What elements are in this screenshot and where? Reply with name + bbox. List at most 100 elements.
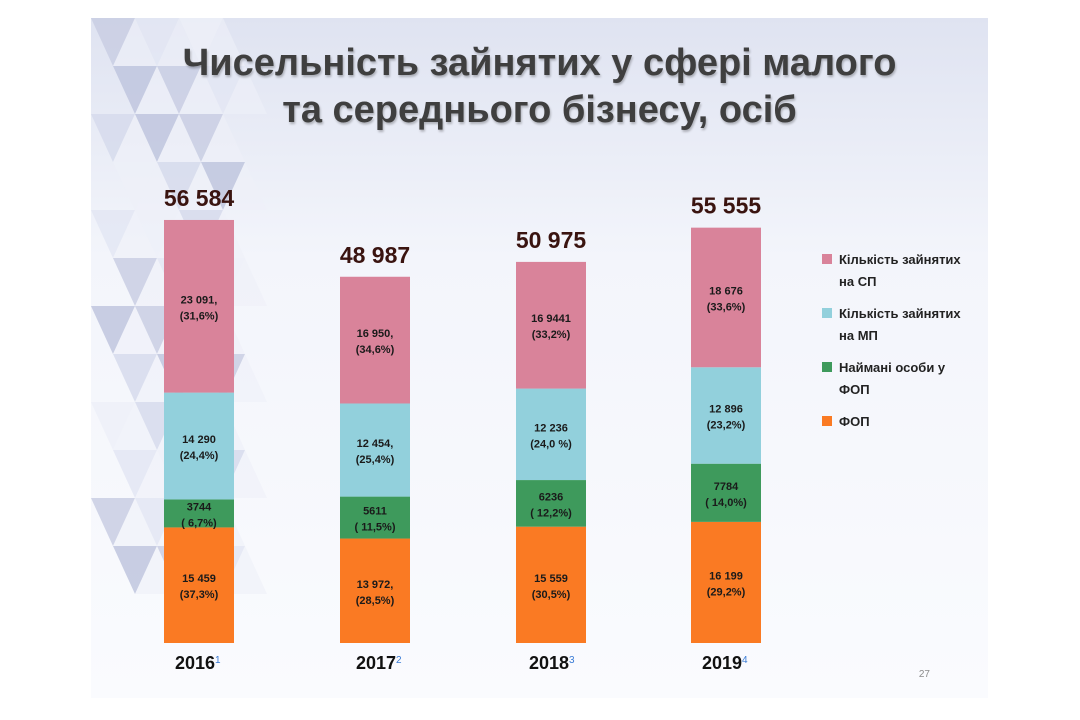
- total-label: 55 555: [691, 193, 762, 219]
- background-pattern-triangle: [91, 402, 135, 450]
- background-pattern-triangle: [113, 402, 157, 450]
- total-label: 56 584: [164, 185, 235, 211]
- background-pattern-triangle: [91, 306, 135, 354]
- footnote-mark: 2: [396, 655, 402, 666]
- background-pattern-triangle: [91, 114, 135, 162]
- bar-segment: [516, 526, 586, 643]
- background-pattern-triangle: [113, 306, 157, 354]
- bar-segment: [340, 496, 410, 539]
- background-pattern-triangle: [113, 162, 157, 210]
- legend-swatch: [822, 362, 832, 372]
- background-pattern-triangle: [179, 114, 223, 162]
- background-pattern-triangle: [113, 66, 157, 114]
- bar-segment: [516, 480, 586, 527]
- data-label: ( 12,2%): [530, 507, 572, 519]
- background-pattern-triangle: [201, 114, 245, 162]
- legend-label: ФОП: [839, 382, 870, 397]
- footnote-mark: 1: [215, 655, 221, 666]
- background-pattern-triangle: [157, 114, 201, 162]
- data-label: 5611: [363, 506, 387, 518]
- background-pattern-triangle: [91, 18, 135, 66]
- data-label: 16 9441: [531, 313, 571, 325]
- data-label: (25,4%): [356, 454, 395, 466]
- data-label: 23 091,: [181, 294, 218, 306]
- legend-swatch: [822, 416, 832, 426]
- legend-label: Наймані особи у: [839, 360, 946, 375]
- x-tick-label: 2018: [529, 653, 569, 673]
- data-label: 6236: [539, 491, 563, 503]
- x-tick-label: 2017: [356, 653, 396, 673]
- data-label: 16 199: [709, 570, 743, 582]
- page-number: 27: [918, 669, 930, 680]
- data-label: (33,6%): [707, 301, 746, 313]
- background-pattern-triangle: [201, 66, 245, 114]
- bar-segment: [691, 227, 761, 368]
- data-label: (34,6%): [356, 344, 395, 356]
- bar-segment: [164, 219, 234, 393]
- data-label: ( 14,0%): [705, 497, 747, 509]
- data-label: 18 676: [709, 285, 743, 297]
- data-label: 14 290: [182, 434, 216, 446]
- total-label: 48 987: [340, 242, 410, 268]
- background-pattern-triangle: [201, 162, 245, 210]
- data-label: 15 459: [182, 573, 216, 585]
- background-pattern-triangle: [113, 18, 157, 66]
- bar-segment: [691, 521, 761, 643]
- footnote-mark: 3: [569, 655, 575, 666]
- bar-segment: [691, 463, 761, 522]
- data-label: ( 6,7%): [181, 517, 217, 529]
- legend-label: ФОП: [839, 414, 870, 429]
- legend-swatch: [822, 308, 832, 318]
- total-label: 50 975: [516, 227, 587, 253]
- data-label: 16 950,: [357, 328, 394, 340]
- background-pattern-triangle: [157, 18, 201, 66]
- legend-swatch: [822, 254, 832, 264]
- background-pattern-triangle: [113, 498, 157, 546]
- footnote-mark: 4: [742, 655, 748, 666]
- chart-canvas: 15 459 (37,3%) 3744 ( 6,7%) 14 290 (24,4%) 23 …: [91, 18, 961, 673]
- bar-segment: [340, 403, 410, 497]
- background-pattern-triangle: [113, 258, 157, 306]
- slide-title-line-1: Чисельність зайнятих у сфері малого: [182, 42, 897, 84]
- bar-segment: [164, 392, 234, 500]
- background-pattern-triangle: [179, 66, 223, 114]
- background-pattern-triangle: [179, 162, 223, 210]
- legend-label: Кількість зайнятих: [839, 306, 961, 321]
- background-pattern-triangle: [179, 18, 223, 66]
- data-label: 15 559: [534, 573, 568, 585]
- legend-label: на МП: [839, 328, 878, 343]
- data-label: (28,5%): [356, 595, 395, 607]
- bar-segment: [340, 276, 410, 404]
- background-pattern-triangle: [113, 354, 157, 402]
- data-label: 7784: [714, 481, 739, 493]
- legend-label: Кількість зайнятих: [839, 252, 961, 267]
- slide-title-line-2: та середнього бізнесу, осіб: [282, 89, 797, 131]
- data-label: (24,0 %): [530, 438, 572, 450]
- x-tick-label: 2016: [175, 653, 215, 673]
- background-pattern-triangle: [113, 546, 157, 594]
- bar-segment: [340, 538, 410, 643]
- data-label: 12 236: [534, 422, 568, 434]
- slide-title: Чисельність зайнятих у сфері малого та с…: [91, 40, 988, 134]
- background-pattern-triangle: [157, 66, 201, 114]
- slide: 15 459 (37,3%) 3744 ( 6,7%) 14 290 (24,4%) 23 …: [91, 18, 988, 698]
- data-label: 12 454,: [357, 438, 394, 450]
- x-tick-label: 2019: [702, 653, 742, 673]
- bar-segment: [164, 499, 234, 528]
- data-label: 3744: [187, 501, 212, 513]
- legend-label: на СП: [839, 274, 876, 289]
- data-label: (24,4%): [180, 450, 219, 462]
- bar-segment: [691, 367, 761, 464]
- background-pattern-triangle: [223, 66, 267, 114]
- data-label: (23,2%): [707, 419, 746, 431]
- data-label: (37,3%): [180, 589, 219, 601]
- background-pattern-triangle: [113, 450, 157, 498]
- bar-segment: [516, 261, 586, 389]
- data-label: 13 972,: [357, 579, 394, 591]
- background-pattern-triangle: [91, 498, 135, 546]
- data-label: ( 11,5%): [355, 522, 396, 534]
- data-label: (33,2%): [532, 329, 571, 341]
- background-pattern-triangle: [135, 66, 179, 114]
- data-label: (30,5%): [532, 589, 571, 601]
- background-pattern-triangle: [91, 210, 135, 258]
